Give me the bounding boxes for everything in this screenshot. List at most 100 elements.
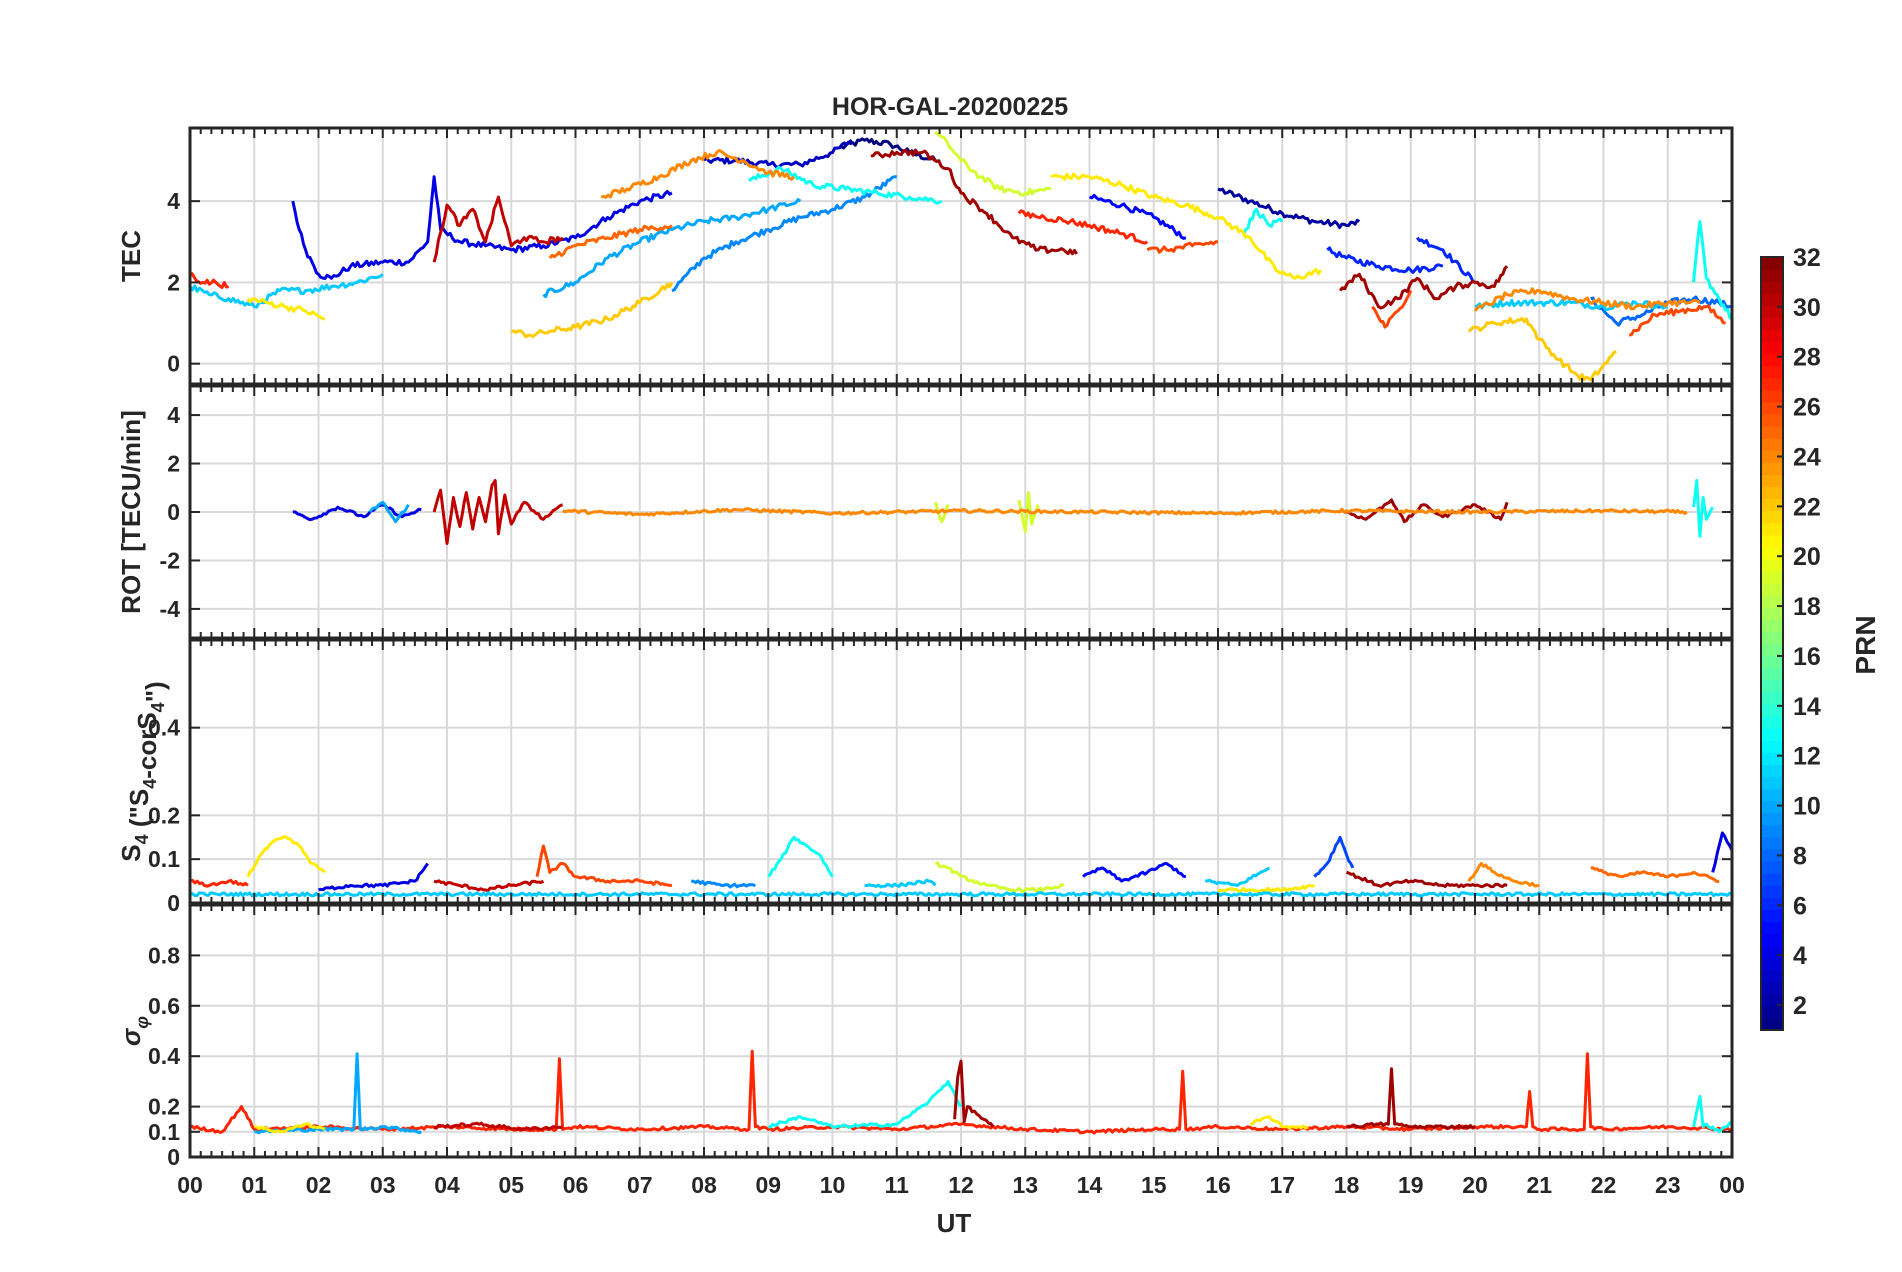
series-line-prn-21	[1050, 172, 1323, 280]
y-tick-label: 0	[167, 1144, 180, 1170]
panel-rot: -4 -2 0 2 4 ROT [TECU/min]	[116, 384, 1734, 640]
series-line-prn-24	[1467, 862, 1540, 888]
x-tick-label: 12	[948, 1172, 974, 1198]
colorbar-tick-label: 30	[1793, 294, 1821, 322]
colorbar-swatch	[1761, 885, 1783, 898]
panel-tec: 0 2 4 TEC	[116, 126, 1734, 386]
panel-sigma_phi: 00.10.2 0.4 0.6 0.8 σφ	[116, 903, 1734, 1170]
y-tick-label: 0	[167, 499, 180, 525]
colorbar-swatch	[1761, 619, 1783, 633]
colorbar-swatch	[1761, 607, 1783, 620]
colorbar-swatch	[1761, 824, 1783, 838]
colorbar-swatch	[1761, 534, 1783, 548]
colorbar-swatch	[1761, 800, 1783, 814]
colorbar-tick-label: 20	[1793, 543, 1821, 571]
colorbar-swatch	[1761, 377, 1783, 391]
colorbar-swatch	[1761, 329, 1783, 343]
colorbar-tick-label: 24	[1793, 443, 1821, 471]
colorbar-swatch	[1761, 933, 1783, 947]
panel-s4-ticks: 0 0.1 0.2 0.4	[148, 640, 1733, 916]
x-tick-label: 14	[1077, 1172, 1103, 1198]
colorbar-swatch	[1761, 583, 1783, 596]
series-line-prn-31	[1339, 498, 1509, 524]
y-tick-label: 2	[167, 451, 180, 477]
colorbar-swatch	[1761, 993, 1783, 1007]
series-line-prn-31	[1338, 265, 1509, 310]
colorbar-swatch	[1761, 426, 1783, 439]
y-tick-label: 0.6	[148, 993, 180, 1019]
panel-tec-ticks: 0 2 4	[167, 128, 1733, 384]
x-tick-label: 06	[563, 1172, 589, 1198]
x-tick-label: 00	[177, 1172, 203, 1198]
colorbar-swatch	[1761, 860, 1783, 874]
x-tick-label: 09	[755, 1172, 781, 1198]
colorbar-swatch	[1761, 703, 1783, 717]
series-line-prn-26	[1146, 240, 1218, 254]
colorbar-swatch	[1761, 921, 1783, 934]
series-line-prn-13	[1692, 479, 1715, 538]
colorbar-swatch	[1761, 414, 1783, 427]
series-line-prn-25	[548, 224, 673, 259]
colorbar-swatch	[1761, 341, 1783, 355]
series-line-prn-11	[1205, 866, 1271, 887]
colorbar-swatch	[1761, 715, 1783, 729]
colorbar-tick-label: 4	[1793, 942, 1807, 970]
colorbar-swatch	[1761, 631, 1783, 645]
y-tick-label: 2	[167, 269, 180, 295]
colorbar-swatch	[1761, 764, 1783, 777]
colorbar-swatch	[1761, 969, 1783, 983]
colorbar-tick-label: 28	[1793, 344, 1821, 372]
colorbar-swatch	[1761, 1005, 1783, 1019]
x-tick-label: 07	[627, 1172, 653, 1198]
colorbar-swatch	[1761, 571, 1783, 584]
colorbar-swatch	[1761, 257, 1783, 270]
y-tick-label: 0.4	[148, 1043, 180, 1069]
series-line-prn-19	[934, 130, 1052, 197]
y-tick-label: 0.2	[148, 1094, 180, 1120]
colorbar-swatch	[1761, 752, 1783, 765]
colorbar-swatch	[1761, 281, 1783, 294]
y-tick-label: 0.2	[148, 802, 180, 828]
series-line-prn-13	[1692, 220, 1732, 321]
series-line-prn-19	[933, 501, 950, 524]
series-line-prn-4	[291, 175, 673, 281]
colorbar-swatch	[1761, 897, 1783, 910]
colorbar-swatch	[1761, 812, 1783, 826]
series-line-prn-4	[1711, 831, 1732, 873]
y-tick-label: 0.4	[148, 715, 180, 741]
series-line-prn-10	[542, 198, 802, 299]
y-tick-label: 4	[167, 402, 180, 428]
series-line-prn-30	[432, 195, 564, 263]
panel-s4: 0 0.1 0.2 0.4S4 ("S4-corS4")	[116, 638, 1734, 916]
series-line-prn-24	[600, 148, 796, 199]
series-line-prn-27	[1017, 209, 1149, 245]
series-line-prn-21	[1249, 1115, 1309, 1130]
colorbar-swatch	[1761, 462, 1783, 476]
series-line-prn-9	[691, 879, 756, 889]
series-line-prn-22	[1467, 316, 1617, 382]
x-tick-label: 17	[1269, 1172, 1295, 1198]
x-tick-label: 13	[1012, 1172, 1038, 1198]
colorbar-swatch	[1761, 909, 1783, 922]
series-line-prn-27	[190, 272, 229, 289]
colorbar-tick-label: 32	[1793, 244, 1821, 272]
colorbar-swatch	[1761, 401, 1783, 415]
colorbar-swatch	[1761, 595, 1783, 608]
colorbar-tick-label: 8	[1793, 842, 1807, 870]
x-tick-label: 19	[1398, 1172, 1424, 1198]
colorbar-swatch	[1761, 679, 1783, 693]
series-line-prn-19	[1017, 491, 1040, 533]
colorbar-swatch	[1761, 740, 1783, 753]
series-line-prn-13	[767, 835, 834, 878]
y-tick-label: -4	[160, 596, 181, 622]
panel-rot-series	[292, 479, 1715, 545]
colorbar-tick-label: 26	[1793, 394, 1821, 422]
colorbar-tick-label: 16	[1793, 643, 1821, 671]
x-tick-label: 16	[1205, 1172, 1231, 1198]
panel-s4-ylabel: S4 ("S4-corS4")	[116, 681, 170, 861]
colorbar-swatch	[1761, 776, 1783, 790]
colorbar-swatch	[1761, 957, 1783, 971]
colorbar-tick-label: 2	[1793, 992, 1807, 1020]
x-axis-label: UT	[937, 1208, 972, 1238]
